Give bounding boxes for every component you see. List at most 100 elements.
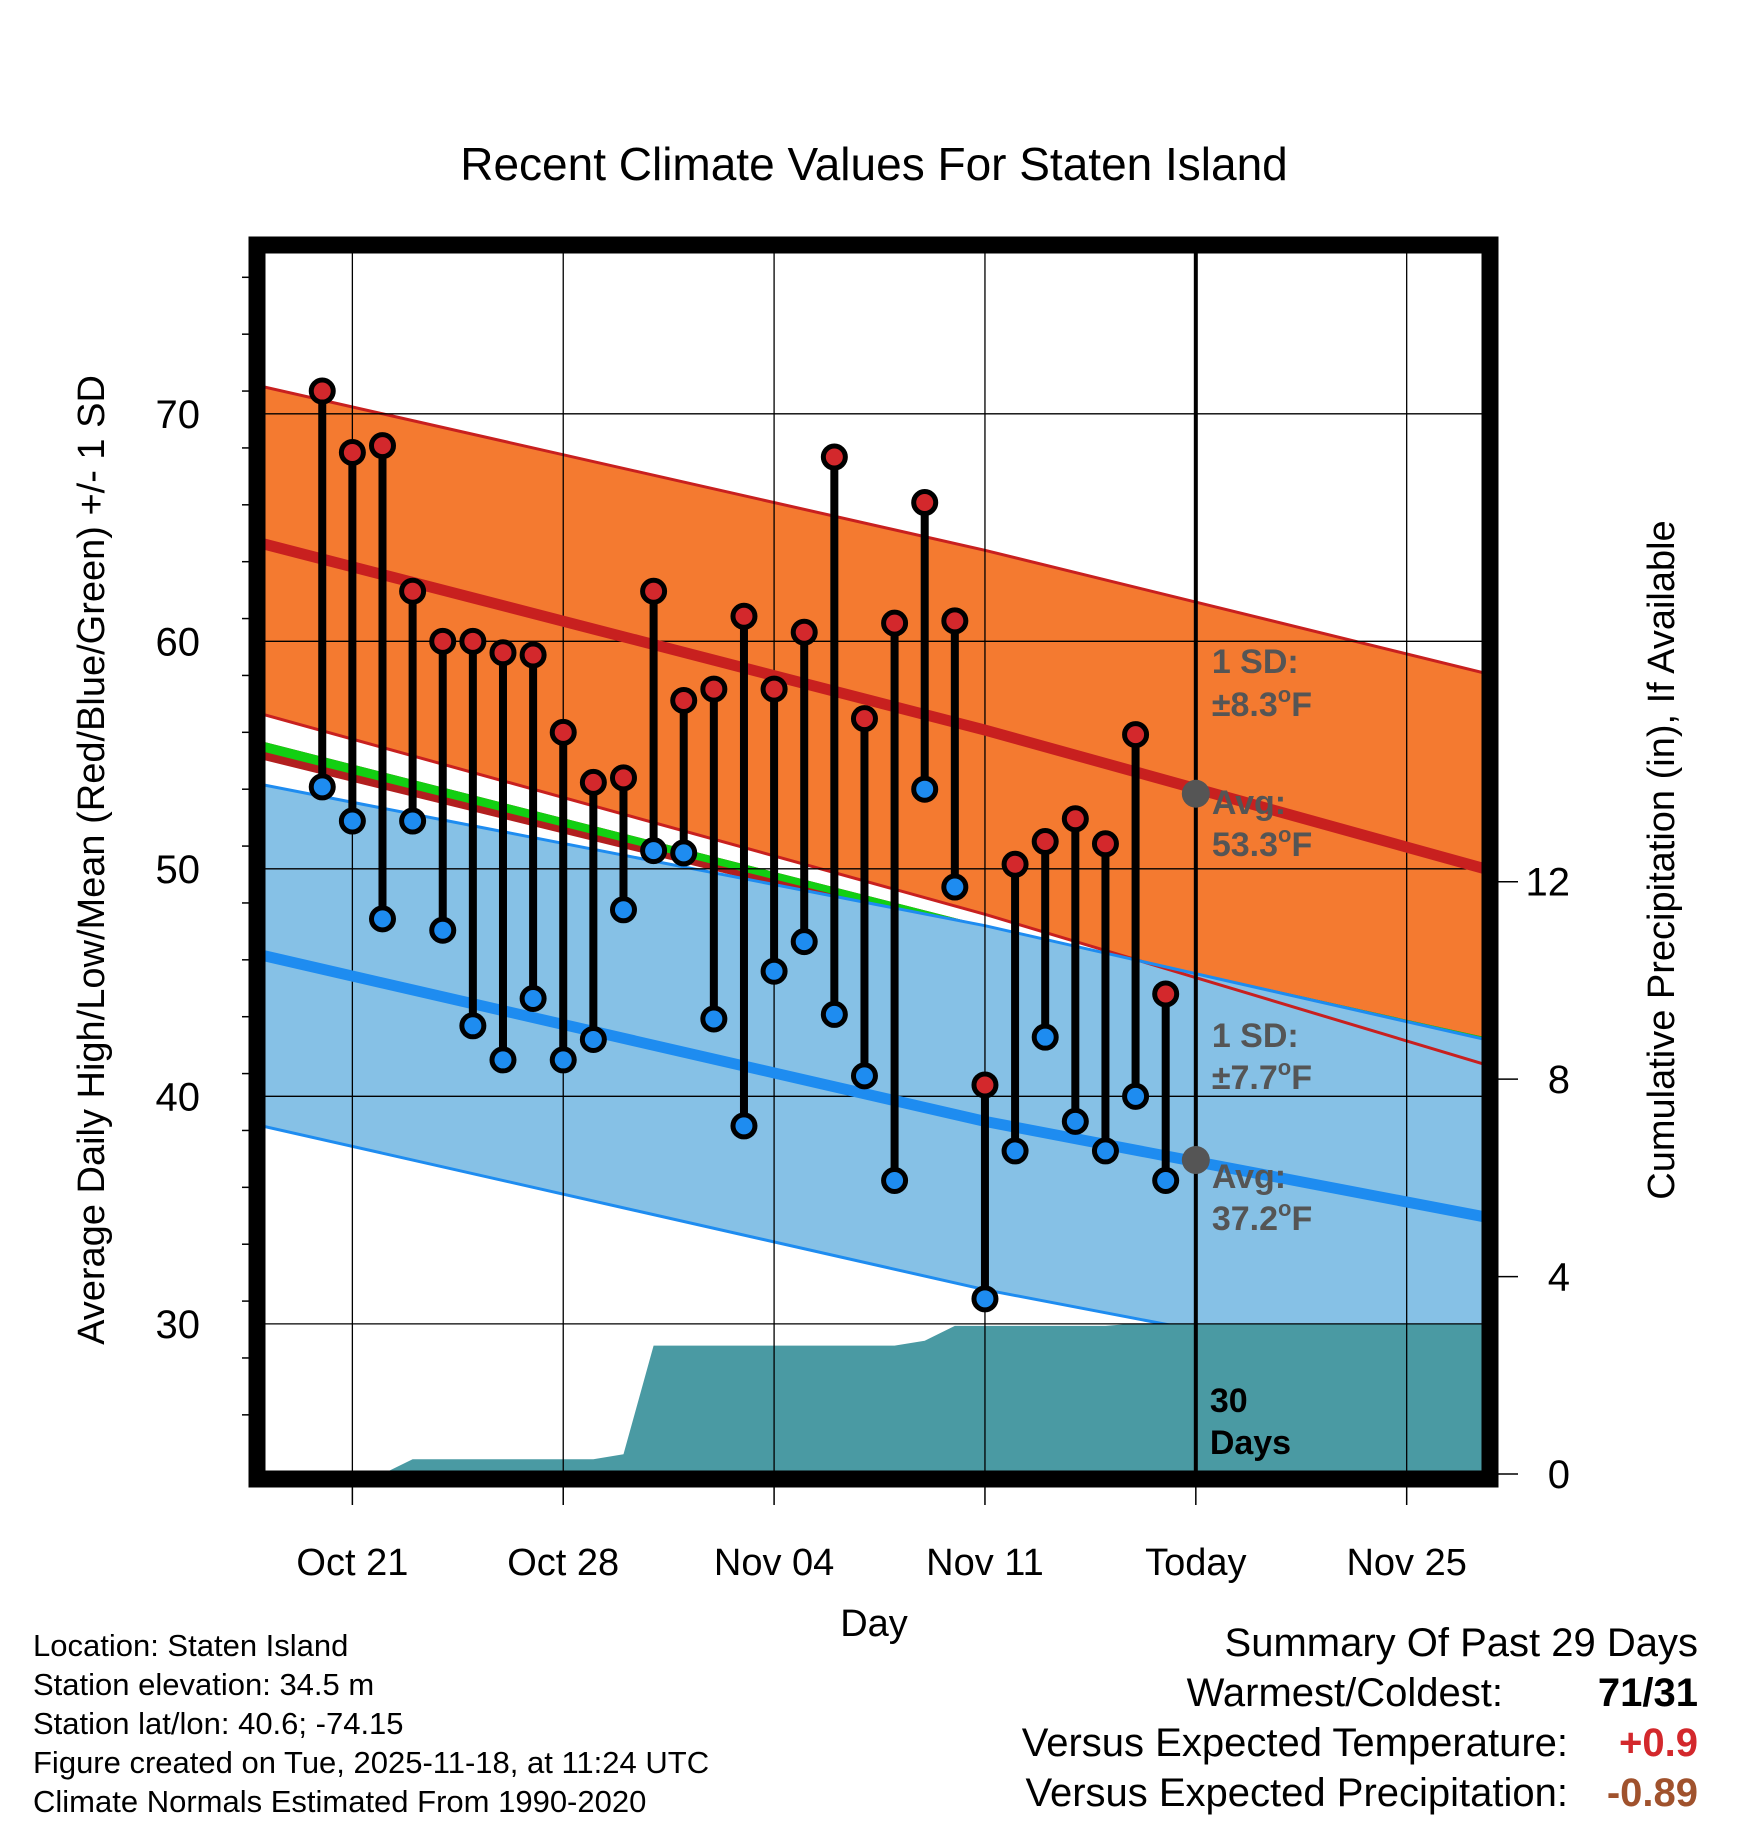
- low-point-13: [700, 1005, 728, 1033]
- low-point-16: [790, 928, 818, 956]
- precip-departure-label: Versus Expected Precipitation:: [1025, 1771, 1568, 1815]
- high-point-17: [820, 443, 848, 471]
- high-point-5: [459, 627, 487, 655]
- low-point-25: [1061, 1107, 1089, 1135]
- chart-title: Recent Climate Values For Staten Island: [460, 138, 1288, 190]
- days-word: Days: [1210, 1424, 1291, 1462]
- low-point-19: [881, 1167, 909, 1195]
- low-point-20: [911, 775, 939, 803]
- low-point-21: [941, 873, 969, 901]
- warmest-coldest-value: 71/31: [1597, 1671, 1698, 1715]
- summary-title: Summary Of Past 29 Days: [1224, 1621, 1698, 1665]
- location-text: Location: Staten Island: [33, 1628, 349, 1663]
- low-point-26: [1091, 1137, 1119, 1165]
- high-point-25: [1061, 805, 1089, 833]
- high-point-15: [760, 675, 788, 703]
- y2-tick-label-12: 12: [1526, 861, 1571, 905]
- axes: 30 40 50 60 70 0 4 8 12 Oct 21 Oct 28 Nov 04 Nov 11 T…: [156, 276, 1571, 1584]
- precip-area: [322, 1323, 1485, 1474]
- high-point-22: [971, 1071, 999, 1099]
- low-point-1: [338, 807, 366, 835]
- latlon-text: Station lat/lon: 40.6; -74.15: [33, 1706, 404, 1741]
- x-tick-label-1: Oct 28: [507, 1542, 619, 1584]
- low-avg-marker: [1181, 1146, 1210, 1175]
- high-point-3: [399, 577, 427, 605]
- high-avg-label: Avg:: [1212, 784, 1286, 822]
- low-point-27: [1122, 1082, 1150, 1110]
- y2-tick-label-4: 4: [1548, 1256, 1570, 1300]
- high-point-11: [640, 577, 668, 605]
- high-point-23: [1001, 850, 1029, 878]
- low-point-14: [730, 1112, 758, 1140]
- temp-departure-value: +0.9: [1619, 1721, 1698, 1765]
- plot-frame: [248, 236, 1499, 1488]
- y2-tick-label-8: 8: [1548, 1058, 1570, 1102]
- low-sd-label: 1 SD:: [1212, 1017, 1299, 1055]
- high-average-line: [260, 538, 1487, 875]
- y-tick-label-50: 50: [156, 848, 201, 892]
- temp-departure-label: Versus Expected Temperature:: [1021, 1721, 1568, 1765]
- high-point-18: [850, 705, 878, 733]
- high-sd-label: 1 SD:: [1212, 643, 1299, 681]
- high-point-16: [790, 618, 818, 646]
- low-point-9: [579, 1025, 607, 1053]
- low-point-2: [368, 905, 396, 933]
- high-point-9: [579, 768, 607, 796]
- warmest-coldest-label: Warmest/Coldest:: [1186, 1671, 1503, 1715]
- high-point-8: [549, 718, 577, 746]
- y-tick-label-30: 30: [156, 1303, 201, 1347]
- low-point-7: [519, 985, 547, 1013]
- x-tick-label-3: Nov 11: [926, 1542, 1044, 1584]
- elevation-text: Station elevation: 34.5 m: [33, 1667, 375, 1702]
- low-point-6: [489, 1046, 517, 1074]
- frame-rect: [248, 236, 1499, 1488]
- high-point-0: [308, 377, 336, 405]
- high-point-10: [609, 764, 637, 792]
- normals-text: Climate Normals Estimated From 1990-2020: [33, 1784, 647, 1819]
- y2-axis-label: Cumulative Precipitation (in), If Availa…: [1641, 520, 1683, 1199]
- high-point-1: [338, 438, 366, 466]
- low-point-3: [399, 807, 427, 835]
- high-sd-value: ±8.3oF: [1212, 682, 1312, 724]
- low-point-28: [1152, 1167, 1180, 1195]
- station-info: Location: Staten Island Station elevatio…: [33, 1626, 709, 1821]
- high-point-27: [1122, 721, 1150, 749]
- low-point-0: [308, 773, 336, 801]
- low-point-15: [760, 957, 788, 985]
- low-avg-value: 37.2oF: [1212, 1196, 1312, 1238]
- x-tick-label-4: Today: [1145, 1542, 1246, 1584]
- low-avg-label: Avg:: [1212, 1158, 1286, 1196]
- daily-bars: [308, 377, 1180, 1313]
- low-point-24: [1031, 1023, 1059, 1051]
- high-point-13: [700, 675, 728, 703]
- low-point-10: [609, 896, 637, 924]
- high-point-7: [519, 641, 547, 669]
- high-point-12: [670, 686, 698, 714]
- high-point-24: [1031, 828, 1059, 856]
- high-point-4: [429, 627, 457, 655]
- x-tick-label-5: Nov 25: [1346, 1542, 1466, 1584]
- low-point-11: [640, 837, 668, 865]
- low-point-17: [820, 1000, 848, 1028]
- high-point-2: [368, 432, 396, 460]
- y-tick-label-70: 70: [156, 393, 201, 437]
- days-number: 30: [1210, 1382, 1248, 1420]
- y-tick-label-40: 40: [156, 1075, 201, 1119]
- high-avg-marker: [1181, 779, 1210, 808]
- high-point-14: [730, 602, 758, 630]
- high-point-19: [881, 609, 909, 637]
- high-point-20: [911, 489, 939, 517]
- high-avg-value: 53.3oF: [1212, 822, 1312, 864]
- low-point-4: [429, 916, 457, 944]
- high-point-28: [1152, 980, 1180, 1008]
- low-sd-value: ±7.7oF: [1212, 1055, 1312, 1097]
- x-tick-label-2: Nov 04: [714, 1542, 834, 1584]
- high-point-6: [489, 639, 517, 667]
- high-point-26: [1091, 830, 1119, 858]
- y-tick-label-60: 60: [156, 620, 201, 664]
- low-point-23: [1001, 1137, 1029, 1165]
- x-tick-label-0: Oct 21: [296, 1542, 408, 1584]
- high-point-21: [941, 607, 969, 635]
